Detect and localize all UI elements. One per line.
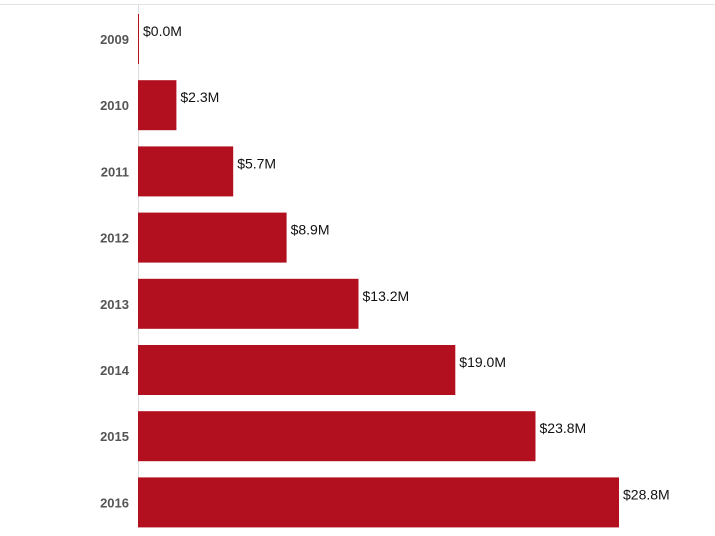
category-label-2015: 2015 bbox=[100, 429, 129, 444]
value-label-2016: $28.8M bbox=[623, 486, 670, 502]
value-label-2011: $5.7M bbox=[237, 155, 276, 171]
value-labels-group: $0.0M $2.3M $5.7M $8.9M $13.2M $19.0M $23.8M $2… bbox=[143, 23, 670, 502]
bar-2013 bbox=[138, 278, 359, 329]
bar-2010 bbox=[138, 80, 177, 131]
bar-2016 bbox=[138, 477, 619, 528]
bar-2012 bbox=[138, 212, 287, 263]
category-labels-group: 2009 2010 2011 2012 2013 2014 2015 2016 bbox=[100, 32, 130, 510]
category-label-2009: 2009 bbox=[100, 32, 129, 47]
category-label-2010: 2010 bbox=[100, 98, 129, 113]
bar-2015 bbox=[138, 411, 536, 462]
value-label-2012: $8.9M bbox=[291, 222, 330, 238]
bar-2014 bbox=[138, 345, 456, 395]
bar-2011 bbox=[138, 146, 234, 197]
category-label-2012: 2012 bbox=[100, 231, 129, 246]
category-label-2011: 2011 bbox=[101, 164, 129, 179]
category-label-2014: 2014 bbox=[100, 363, 130, 378]
bar-2009 bbox=[138, 14, 139, 64]
bars-group bbox=[138, 14, 619, 528]
category-label-2013: 2013 bbox=[100, 297, 129, 312]
value-label-2014: $19.0M bbox=[459, 354, 506, 370]
value-label-2010: $2.3M bbox=[180, 89, 219, 105]
value-label-2015: $23.8M bbox=[540, 420, 587, 436]
category-label-2016: 2016 bbox=[100, 495, 129, 510]
value-label-2013: $13.2M bbox=[363, 288, 410, 304]
value-label-2009: $0.0M bbox=[143, 23, 182, 39]
